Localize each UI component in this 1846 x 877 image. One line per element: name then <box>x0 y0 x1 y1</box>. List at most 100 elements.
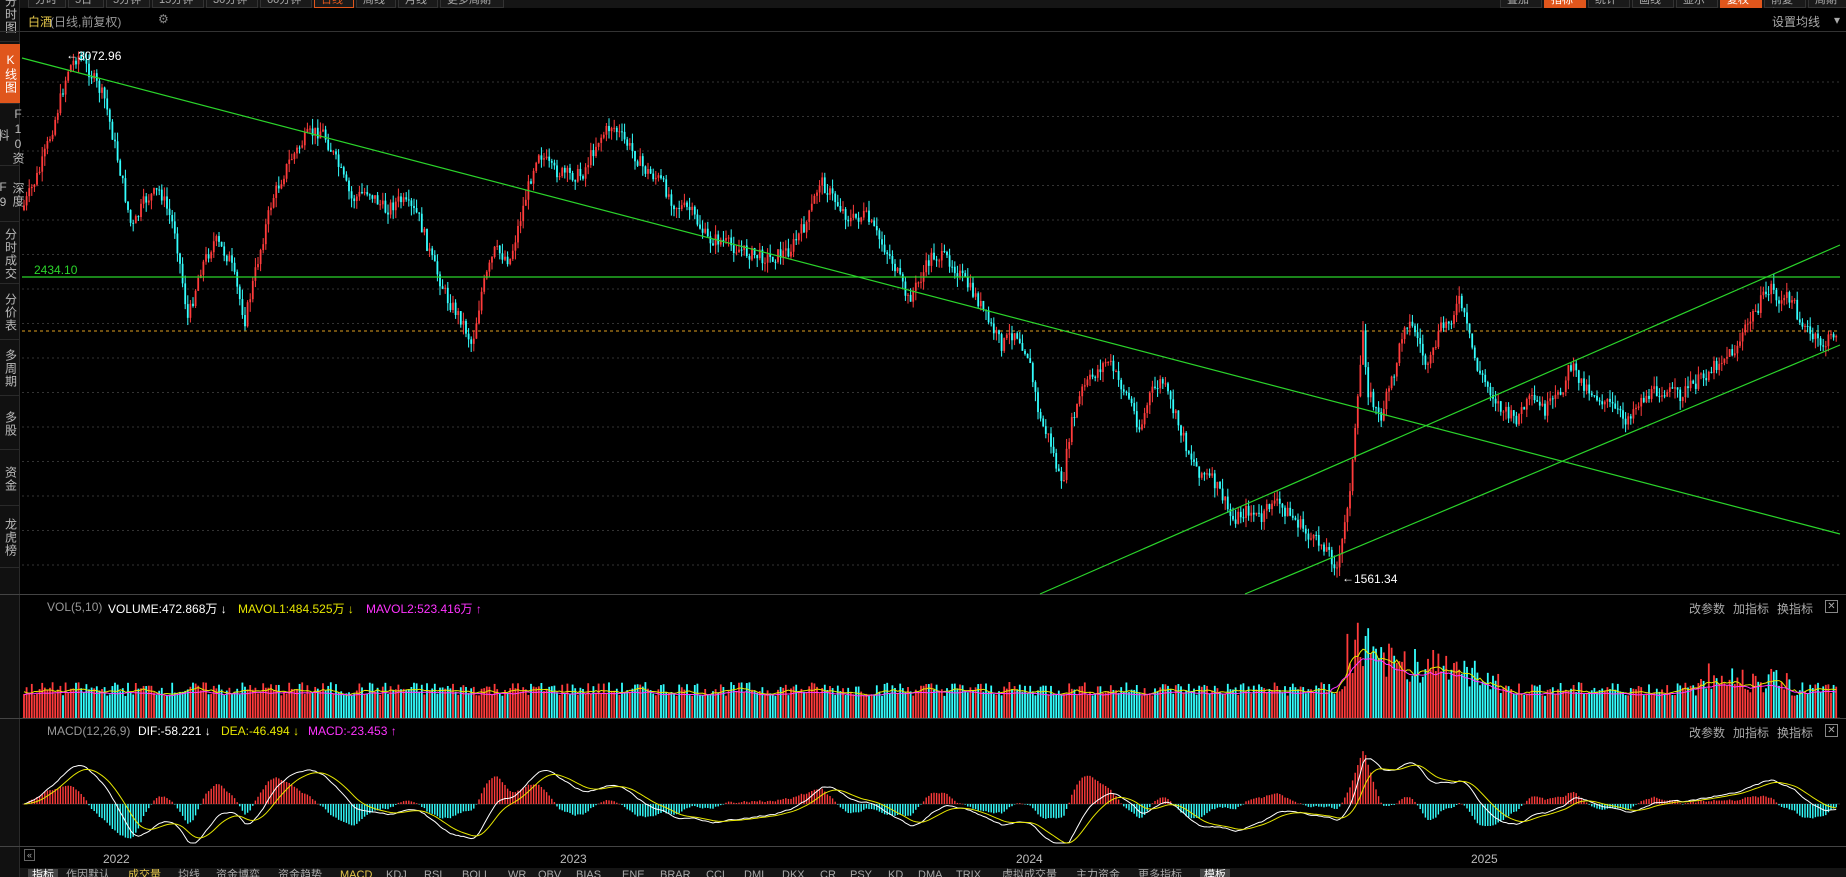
indicator-tab-12[interactable]: BIAS <box>576 869 602 877</box>
candle-body <box>1723 358 1726 363</box>
indicator-tab-11[interactable]: OBV <box>538 869 562 877</box>
scroll-left-icon[interactable]: « <box>24 849 36 861</box>
candle-body <box>1707 371 1710 381</box>
indicator-tab-17[interactable]: DKX <box>782 869 805 877</box>
volume-bar <box>1011 689 1013 718</box>
macd-switch-indicator-button[interactable]: 换指标 <box>1777 726 1814 740</box>
indicator-tab-26[interactable]: 模板 <box>1200 869 1230 877</box>
indicator-tab-4[interactable]: 资金博弈 <box>216 869 260 877</box>
vol-params-button[interactable]: 改参数 <box>1689 602 1726 616</box>
period-tab-6[interactable]: 日线 <box>314 0 354 8</box>
macd-bar <box>376 804 379 811</box>
indicator-tab-18[interactable]: CR <box>820 869 836 877</box>
toolbar-button-6[interactable]: 前复权 <box>1764 0 1806 8</box>
indicator-tab-2[interactable]: 成交量 <box>128 869 161 877</box>
indicator-tab-0[interactable]: 指标 <box>28 869 58 877</box>
volume-bar <box>649 690 652 718</box>
nav-item-8[interactable]: 资金 <box>0 452 20 506</box>
indicator-tab-1[interactable]: 作因默认 <box>66 869 110 877</box>
macd-bar <box>883 804 886 815</box>
toolbar-button-3[interactable]: 画线 <box>1632 0 1674 8</box>
volume-bar <box>1408 681 1411 718</box>
indicator-tab-14[interactable]: BRAR <box>660 869 691 877</box>
indicator-tab-8[interactable]: RSI <box>424 869 443 877</box>
candle-body <box>1250 512 1253 516</box>
indicator-tab-20[interactable]: KD <box>888 869 904 877</box>
volume-bar <box>285 693 288 718</box>
toolbar-button-2[interactable]: 统计 <box>1588 0 1630 8</box>
indicator-tab-16[interactable]: DMI <box>744 869 765 877</box>
toolbar-button-7[interactable]: 周期 <box>1808 0 1846 8</box>
macd-close-icon[interactable]: ✕ <box>1825 724 1838 737</box>
macd-bar <box>1050 804 1052 819</box>
nav-item-6[interactable]: 多周期 <box>0 342 20 396</box>
indicator-tab-3[interactable]: 均线 <box>178 869 200 877</box>
nav-item-1[interactable]: K线图 <box>0 44 20 104</box>
volume-bar <box>1442 665 1445 718</box>
toolbar-button-1[interactable]: 指标 <box>1544 0 1586 8</box>
toolbar-button-4[interactable]: 显示 <box>1676 0 1718 8</box>
vol-indicator-name[interactable]: VOL(5,10) <box>47 600 103 614</box>
period-tab-0[interactable]: 分时 <box>28 0 66 8</box>
nav-item-9[interactable]: 龙虎榜 <box>0 508 20 568</box>
indicator-tab-23[interactable]: 虚拟成交量 <box>1002 869 1057 877</box>
indicator-tab-9[interactable]: BOLL <box>462 869 491 877</box>
macd-bar <box>530 784 532 804</box>
indicator-tab-10[interactable]: WR <box>508 869 527 877</box>
indicator-tab-22[interactable]: TRIX <box>956 869 982 877</box>
indicator-tab-7[interactable]: KDJ <box>386 869 407 877</box>
scroll-right-icon[interactable]: ▾ <box>1833 13 1840 27</box>
indicator-tab-5[interactable]: 资金趋势 <box>278 869 322 877</box>
candle-body <box>1302 519 1305 529</box>
vol-close-icon[interactable]: ✕ <box>1825 600 1838 613</box>
indicator-tab-24[interactable]: 主力资金 <box>1076 869 1120 877</box>
macd-add-indicator-button[interactable]: 加指标 <box>1733 726 1770 740</box>
candle-body <box>127 201 129 210</box>
macd-params-button[interactable]: 改参数 <box>1689 726 1726 740</box>
period-tab-7[interactable]: 周线 <box>356 0 396 8</box>
period-tab-3[interactable]: 15分钟 <box>152 0 204 8</box>
period-tab-8[interactable]: 月线 <box>398 0 438 8</box>
candle-body <box>1546 401 1549 416</box>
ma-setting-button[interactable]: 设置均线 <box>1771 15 1820 29</box>
volume-bar <box>1494 680 1497 718</box>
nav-item-4[interactable]: 分时成交 <box>0 224 20 284</box>
candle-body <box>418 212 421 214</box>
nav-item-5[interactable]: 分价表 <box>0 286 20 340</box>
indicator-tab-6[interactable]: MACD <box>340 869 373 877</box>
candle-body <box>116 141 119 161</box>
volume-bar <box>1616 683 1619 718</box>
nav-item-7[interactable]: 多股 <box>0 398 20 450</box>
toolbar-button-0[interactable]: 叠加 <box>1500 0 1542 8</box>
candle-body <box>951 266 954 268</box>
candle-body <box>496 245 499 247</box>
candle-body <box>59 93 62 114</box>
volume-bar <box>899 683 902 718</box>
gear-icon[interactable]: ⚙ <box>158 12 169 26</box>
indicator-tab-21[interactable]: DMA <box>918 869 943 877</box>
candle-body <box>23 205 25 210</box>
period-tab-2[interactable]: 5分钟 <box>106 0 150 8</box>
period-tab-9[interactable]: 更多周期 <box>440 0 504 8</box>
indicator-tab-13[interactable]: ENE <box>622 869 645 877</box>
macd-bar <box>1151 803 1154 804</box>
macd-bar <box>1229 804 1232 809</box>
indicator-tab-19[interactable]: PSY <box>850 869 873 877</box>
macd-bar <box>1120 803 1122 804</box>
period-tab-4[interactable]: 30分钟 <box>206 0 258 8</box>
candle-body <box>449 303 452 310</box>
indicator-tab-15[interactable]: CCI <box>706 869 725 877</box>
macd-bar <box>1320 804 1323 807</box>
vol-switch-indicator-button[interactable]: 换指标 <box>1777 602 1814 616</box>
volume-bar <box>1531 684 1533 718</box>
nav-item-0[interactable]: 分时图 <box>0 0 20 42</box>
volume-bar <box>1450 669 1453 718</box>
indicator-tab-25[interactable]: 更多指标 <box>1138 869 1182 877</box>
period-tab-5[interactable]: 60分钟 <box>260 0 312 8</box>
toolbar-button-5[interactable]: 复权 <box>1720 0 1762 8</box>
macd-indicator-name[interactable]: MACD(12,26,9) <box>47 724 131 738</box>
period-tab-1[interactable]: 5日 <box>68 0 104 8</box>
candle-body <box>927 260 930 266</box>
vol-add-indicator-button[interactable]: 加指标 <box>1733 602 1770 616</box>
